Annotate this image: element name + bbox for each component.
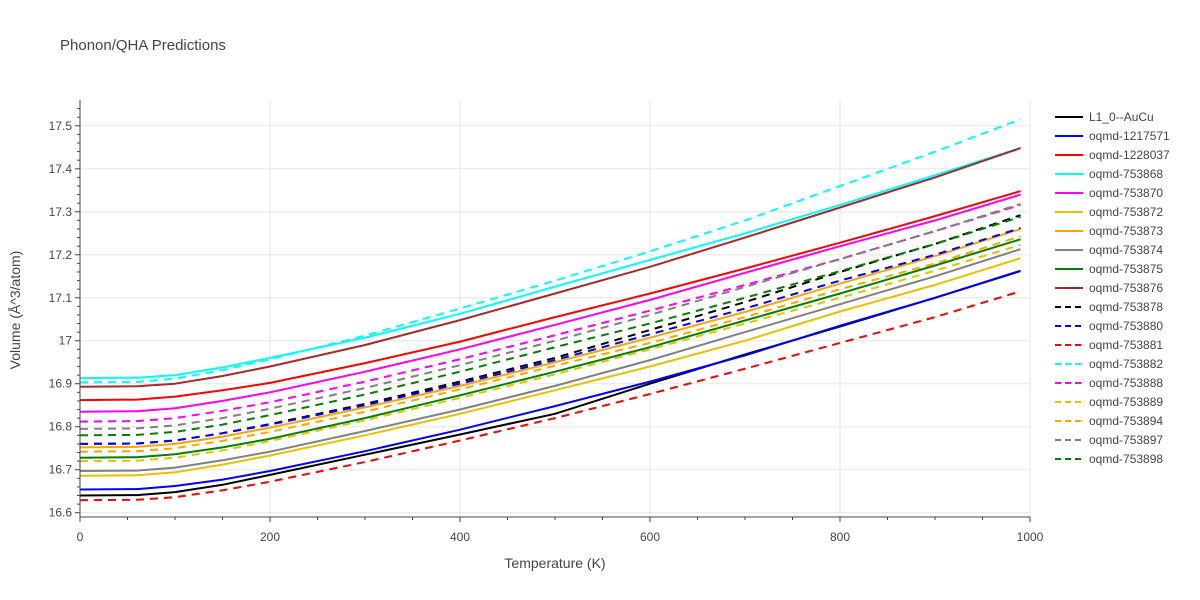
y-tick-label: 16.8 [49, 420, 73, 434]
legend-label: oqmd-753876 [1089, 281, 1163, 295]
legend-item[interactable]: oqmd-753880 [1055, 319, 1163, 333]
axes: 16.6 16.7 16.8 16.9 17 17.1 17.2 17.3 17.4 17.5 0 2… [49, 100, 1044, 544]
legend-item[interactable]: L1_0--AuCu [1055, 110, 1154, 124]
legend-label: oqmd-753880 [1089, 319, 1163, 333]
legend-label: oqmd-753881 [1089, 338, 1163, 352]
chart-title: Phonon/QHA Predictions [60, 37, 226, 54]
y-tick-label: 17 [59, 334, 73, 348]
legend-label: oqmd-753898 [1089, 452, 1163, 466]
grid-lines [80, 100, 1031, 517]
series-line-oqmd-753868[interactable] [79, 147, 1021, 380]
legend-item[interactable]: oqmd-753875 [1055, 262, 1163, 276]
legend-item[interactable]: oqmd-753873 [1055, 224, 1163, 238]
series-line-oqmd-753878[interactable] [79, 214, 1021, 445]
legend-item[interactable]: oqmd-753897 [1055, 433, 1163, 447]
x-tick-label: 800 [830, 530, 850, 544]
legend[interactable]: L1_0--AuCu oqmd-1217571 oqmd-1228037 oqmd-7… [1055, 110, 1170, 466]
legend-item[interactable]: oqmd-1228037 [1055, 148, 1170, 162]
x-tick-label: 400 [450, 530, 470, 544]
legend-label: oqmd-753870 [1089, 186, 1163, 200]
y-tick-label: 16.7 [49, 463, 73, 477]
y-tick-label: 17.5 [49, 119, 73, 133]
legend-item[interactable]: oqmd-753876 [1055, 281, 1163, 295]
y-tick-label: 17.4 [49, 162, 73, 176]
x-tick-label: 600 [640, 530, 660, 544]
series-line-oqmd-753889[interactable] [79, 243, 1021, 463]
legend-label: oqmd-753897 [1089, 433, 1163, 447]
series-line-oqmd-753874[interactable] [79, 248, 1021, 472]
y-tick-label: 17.3 [49, 205, 73, 219]
legend-item[interactable]: oqmd-753894 [1055, 414, 1163, 428]
legend-label: oqmd-753889 [1089, 395, 1163, 409]
y-tick-label: 17.1 [49, 291, 73, 305]
y-tick-label: 17.2 [49, 248, 73, 262]
legend-item[interactable]: oqmd-753874 [1055, 243, 1163, 257]
legend-item[interactable]: oqmd-753872 [1055, 205, 1163, 219]
legend-label: oqmd-753873 [1089, 224, 1163, 238]
legend-item[interactable]: oqmd-753881 [1055, 338, 1163, 352]
y-tick-label: 16.6 [49, 506, 73, 520]
x-tick-label: 200 [260, 530, 280, 544]
legend-label: oqmd-1228037 [1089, 148, 1170, 162]
legend-item[interactable]: oqmd-753870 [1055, 186, 1163, 200]
series-line-oqmd-753897[interactable] [79, 203, 1021, 430]
series-line-oqmd-753875[interactable] [79, 238, 1021, 459]
legend-label: oqmd-753868 [1089, 167, 1163, 181]
legend-label: oqmd-753882 [1089, 357, 1163, 371]
series-line-oqmd-753872[interactable] [79, 257, 1021, 477]
legend-label: oqmd-753894 [1089, 414, 1163, 428]
legend-label: L1_0--AuCu [1089, 110, 1154, 124]
series-line-oqmd-753880[interactable] [79, 227, 1021, 445]
legend-label: oqmd-753875 [1089, 262, 1163, 276]
series-line-oqmd-753876[interactable] [79, 147, 1021, 388]
y-tick-label: 16.9 [49, 377, 73, 391]
legend-label: oqmd-753878 [1089, 300, 1163, 314]
legend-item[interactable]: oqmd-753882 [1055, 357, 1163, 371]
legend-label: oqmd-753888 [1089, 376, 1163, 390]
x-tick-label: 0 [77, 530, 84, 544]
series-line-oqmd-1217571[interactable] [79, 269, 1021, 491]
legend-item[interactable]: oqmd-753889 [1055, 395, 1163, 409]
series-line-oqmd-753870[interactable] [79, 193, 1021, 413]
legend-item[interactable]: oqmd-1217571 [1055, 129, 1170, 143]
x-axis-label: Temperature (K) [504, 555, 605, 571]
legend-label: oqmd-753874 [1089, 243, 1163, 257]
legend-label: oqmd-1217571 [1089, 129, 1170, 143]
series-lines[interactable] [79, 118, 1021, 502]
legend-item[interactable]: oqmd-753878 [1055, 300, 1163, 314]
legend-label: oqmd-753872 [1089, 205, 1163, 219]
x-tick-label: 1000 [1017, 530, 1044, 544]
series-line-oqmd-753873[interactable] [79, 228, 1021, 449]
legend-item[interactable]: oqmd-753898 [1055, 452, 1163, 466]
series-line-oqmd-753882[interactable] [79, 118, 1021, 384]
legend-item[interactable]: oqmd-753868 [1055, 167, 1163, 181]
series-line-oqmd-753881[interactable] [79, 290, 1021, 502]
y-axis-label: Volume (Å^3/atom) [7, 251, 23, 370]
series-line-oqmd-1228037[interactable] [79, 190, 1021, 402]
legend-item[interactable]: oqmd-753888 [1055, 376, 1163, 390]
